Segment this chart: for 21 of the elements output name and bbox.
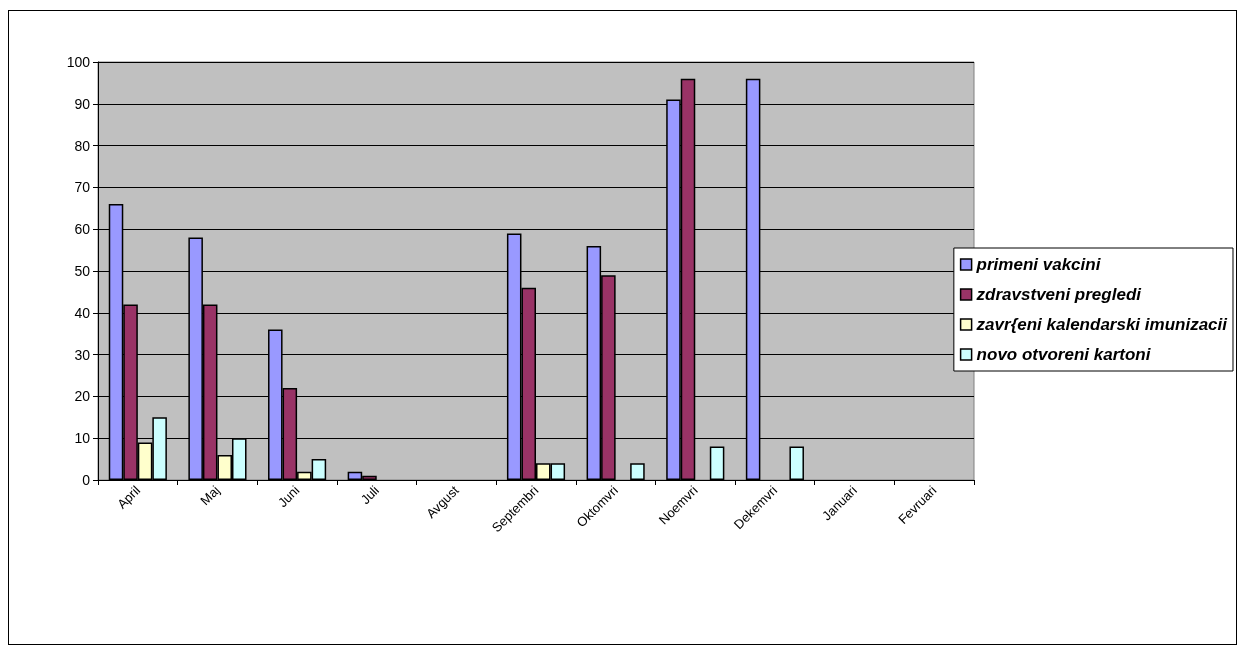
y-tick-label: 80 [74, 137, 91, 154]
y-tick-label: 40 [74, 304, 91, 321]
y-tick-label: 20 [74, 388, 91, 405]
bar [709, 446, 725, 480]
y-tick-label: 70 [74, 179, 91, 196]
y-tick-label: 0 [82, 472, 91, 488]
legend-label: zavr{eni kalendarski imunizacii [975, 315, 1229, 334]
x-tick-label: Maj [197, 482, 223, 509]
bar [789, 446, 804, 480]
legend-label: novo otvoreni kartoni [976, 345, 1152, 364]
x-tick-label: Juli [357, 482, 383, 508]
y-tick-label: 50 [74, 263, 91, 279]
y-tick-label: 90 [74, 95, 91, 112]
bar [630, 463, 645, 480]
y-tick-label: 100 [66, 54, 91, 70]
y-tick-label: 30 [74, 346, 91, 363]
y-tick-label: 10 [74, 430, 91, 447]
x-tick-label: Juni [274, 482, 303, 511]
legend-label: zdravstveni pregledi [975, 285, 1143, 304]
legend-label: primeni vakcini [975, 255, 1102, 274]
y-tick-label: 60 [74, 221, 91, 238]
